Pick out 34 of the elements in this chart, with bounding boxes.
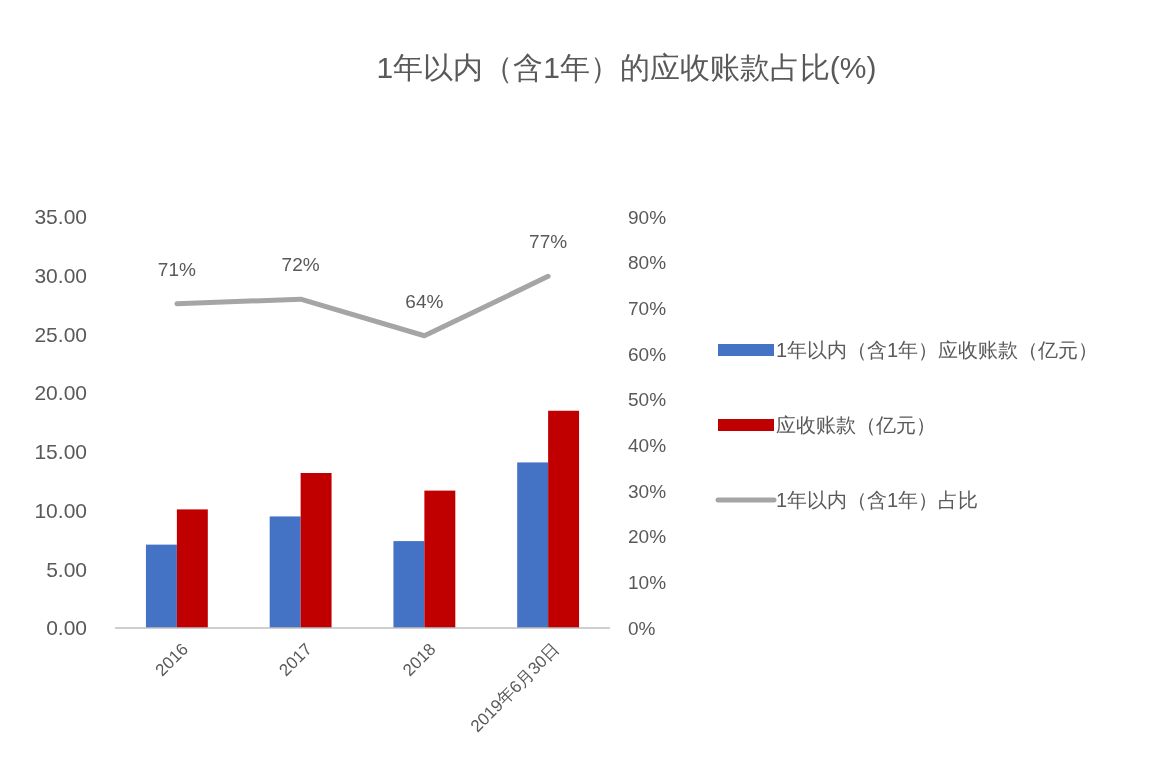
y-tick-label: 25.00 [34,322,87,346]
y-tick-label: 10.00 [34,498,87,522]
data-label: 71% [157,258,196,280]
y2-tick-label: 0% [628,617,656,639]
y-tick-label: 20.00 [34,381,87,405]
y2-tick-label: 30% [628,480,667,502]
data-label: 64% [405,290,444,312]
y2-tick-label: 60% [628,343,667,365]
bar [300,472,332,628]
y2-tick-label: 80% [628,252,667,274]
bar [269,516,301,628]
y2-tick-label: 10% [628,571,667,593]
data-label: 77% [529,231,568,253]
legend-label: 1年以内（含1年）占比 [776,489,979,511]
bar [393,541,425,628]
bar [176,509,208,628]
y2-tick-label: 20% [628,526,667,548]
y-tick-label: 5.00 [46,557,87,581]
bar [424,490,456,628]
legend-label: 应收账款（亿元） [776,414,936,436]
y-tick-label: 30.00 [34,264,87,288]
y-tick-label: 15.00 [34,440,87,464]
y2-tick-label: 70% [628,297,667,319]
y2-tick-label: 40% [628,434,667,456]
y2-tick-label: 50% [628,389,667,411]
y-tick-label: 35.00 [34,205,87,229]
chart-title: 1年以内（含1年）的应收账款占比(%) [376,51,877,84]
y-tick-label: 0.00 [46,616,87,640]
legend-label: 1年以内（含1年）应收账款（亿元） [776,339,1099,361]
bar [517,462,549,628]
bar [145,544,177,628]
bar [548,410,580,628]
data-label: 72% [281,254,320,276]
y2-tick-label: 90% [628,206,667,228]
